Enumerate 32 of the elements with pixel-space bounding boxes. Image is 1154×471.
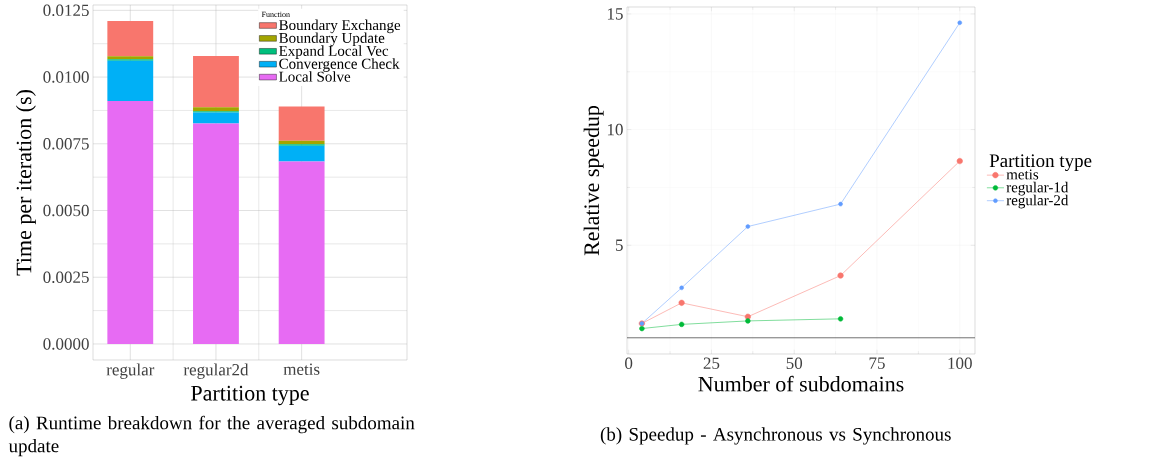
legend-label: Expand Local Vec: [279, 45, 389, 59]
legend-label: regular-1d: [1006, 181, 1069, 196]
x-tick-label: 50: [786, 357, 803, 369]
legend-label: metis: [1006, 169, 1039, 180]
legend-label: Convergence Check: [279, 58, 400, 72]
x-tick-label: regular2d: [183, 363, 249, 379]
y-tick-label: 0.0075: [43, 138, 89, 150]
y-tick-label: 0.0125: [43, 4, 89, 17]
x-tick-label: metis: [283, 363, 320, 375]
y-tick-label: 0.0000: [43, 338, 89, 350]
y-tick-label: 0.0025: [43, 271, 89, 284]
y-tick-label: 15: [607, 8, 623, 20]
x-tick-label: regular: [106, 363, 155, 379]
x-tick-label: 75: [869, 357, 885, 369]
y-axis-title: Relative speedup: [583, 105, 604, 256]
x-axis-title: Number of subdomains: [698, 375, 904, 392]
legend-title: Function: [261, 11, 290, 18]
y-tick-label: 0.0050: [43, 204, 89, 217]
x-axis-title: Partition type: [191, 385, 309, 406]
text: (a) Runtime breakdown for the averaged subdomain update: [8, 415, 415, 457]
legend-label: Boundary Update: [279, 32, 385, 47]
legend-label: regular-2d: [1006, 194, 1069, 209]
legend-label: Boundary Exchange: [279, 19, 401, 34]
legend-label: Local Solve: [279, 71, 351, 82]
x-tick-label: 25: [703, 357, 720, 369]
text: (b) Speedup - Asynchronous vs Synchronous: [600, 427, 951, 445]
x-tick-label: 0: [625, 357, 633, 369]
y-axis-title: Time per iteration (s): [15, 90, 36, 276]
y-tick-label: 5: [615, 239, 623, 251]
y-tick-label: 0.0100: [43, 71, 89, 83]
y-tick-label: 10: [607, 123, 623, 136]
x-tick-label: 100: [948, 357, 972, 369]
